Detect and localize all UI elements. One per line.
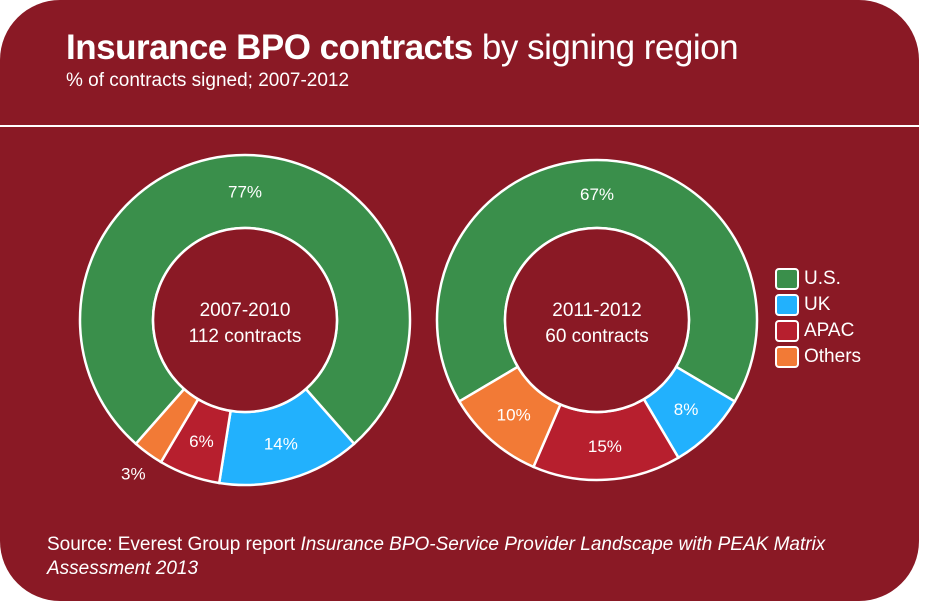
source-prefix: Source: Everest Group report xyxy=(47,534,301,555)
data-label: 15% xyxy=(588,437,622,456)
legend-label: UK xyxy=(804,294,831,315)
center-label: 112 contracts xyxy=(189,326,302,347)
data-label: 3% xyxy=(121,465,146,484)
legend-swatch xyxy=(775,346,799,368)
source-title: Insurance BPO-Service Provider Landscape… xyxy=(47,534,826,579)
legend-item-uk: UK xyxy=(775,292,861,318)
title-bold: Insurance BPO contracts xyxy=(66,28,473,67)
title-rest: by signing region xyxy=(472,28,739,67)
center-label: 60 contracts xyxy=(545,326,649,347)
legend-item-others: Others xyxy=(775,344,861,370)
legend-item-apac: APAC xyxy=(775,318,861,344)
source-note: Source: Everest Group report Insurance B… xyxy=(47,533,907,581)
donut-hole xyxy=(503,226,691,414)
chart-title: Insurance BPO contracts by signing regio… xyxy=(66,28,739,68)
center-label: 2007-2010 xyxy=(200,300,291,321)
legend-label: APAC xyxy=(804,320,855,341)
data-label: 77% xyxy=(228,183,262,202)
center-label: 2011-2012 xyxy=(552,300,641,321)
divider xyxy=(0,125,919,127)
legend-label: U.S. xyxy=(804,268,841,289)
legend-swatch xyxy=(775,320,799,342)
legend-label: Others xyxy=(804,346,862,367)
data-label: 8% xyxy=(674,400,699,419)
data-label: 67% xyxy=(580,185,614,204)
legend: U.S. UK APAC Others xyxy=(775,266,861,370)
data-label: 14% xyxy=(264,434,298,453)
chart-subtitle: % of contracts signed; 2007-2012 xyxy=(66,70,350,91)
data-label: 6% xyxy=(189,432,214,451)
data-label: 10% xyxy=(497,406,531,425)
legend-swatch xyxy=(775,294,799,316)
legend-swatch xyxy=(775,268,799,290)
legend-item-us: U.S. xyxy=(775,266,861,292)
donut-hole xyxy=(151,226,339,414)
